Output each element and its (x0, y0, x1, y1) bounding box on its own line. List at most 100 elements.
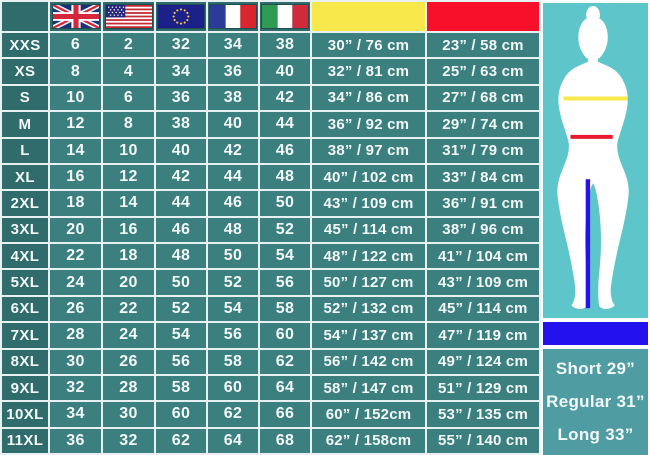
bust-value-cell: 58” / 147 cm (312, 375, 425, 401)
waist-value-cell: 41” / 104 cm (427, 244, 539, 269)
bust-value-cell: 54” / 137 cm (312, 323, 425, 348)
eu-value-cell: 60 (156, 402, 206, 427)
waist-value-cell: 47” / 119 cm (427, 323, 539, 348)
waist-value-cell: 38” / 96 cm (427, 217, 539, 242)
bust-color-header (312, 2, 425, 31)
us-value-cell: 28 (103, 375, 154, 401)
it-value-cell: 42 (260, 85, 310, 111)
neck-shape (588, 52, 598, 66)
bust-value-cell: 56” / 142 cm (312, 349, 425, 374)
waist-value-cell: 27” / 68 cm (427, 85, 539, 111)
us-value-cell: 16 (103, 217, 154, 242)
bust-value-cell: 34” / 86 cm (312, 85, 425, 111)
size-value-cell: 3XL (2, 217, 48, 242)
us-value-cell: 24 (103, 323, 154, 348)
body-shape (557, 62, 629, 309)
us-value-cell: 26 (103, 349, 154, 374)
eu-value-cell: 54 (156, 323, 206, 348)
uk-value-cell: 8 (50, 59, 101, 84)
size-value-cell: 5XL (2, 270, 48, 295)
us-column-header (103, 2, 154, 31)
it-value-cell: 38 (260, 33, 310, 58)
uk-column-header (50, 2, 101, 31)
waist-value-cell: 51” / 129 cm (427, 375, 539, 401)
eu-value-cell: 48 (156, 244, 206, 269)
uk-flag-icon (51, 4, 100, 29)
uk-value-cell: 16 (50, 164, 101, 190)
eu-value-cell: 62 (156, 428, 206, 453)
it-value-cell: 46 (260, 138, 310, 163)
uk-value-cell: 36 (50, 428, 101, 453)
bust-value-cell: 36” / 92 cm (312, 112, 425, 137)
fr-value-cell: 46 (208, 191, 258, 216)
us-value-cell: 10 (103, 138, 154, 163)
bust-value-cell: 60” / 152cm (312, 402, 425, 427)
uk-value-cell: 10 (50, 85, 101, 111)
us-value-cell: 20 (103, 270, 154, 295)
us-value-cell: 22 (103, 296, 154, 322)
size-value-cell: 9XL (2, 375, 48, 401)
us-value-cell: 32 (103, 428, 154, 453)
bust-value-cell: 38” / 97 cm (312, 138, 425, 163)
fr-value-cell: 44 (208, 164, 258, 190)
uk-value-cell: 30 (50, 349, 101, 374)
bust-line (563, 96, 628, 101)
waist-color-header (427, 2, 539, 31)
uk-value-cell: 6 (50, 33, 101, 58)
size-value-cell: L (2, 138, 48, 163)
france-flag-icon (209, 4, 257, 29)
fr-value-cell: 54 (208, 296, 258, 322)
eu-value-cell: 38 (156, 112, 206, 137)
us-value-cell: 2 (103, 33, 154, 58)
italy-flag-icon (261, 4, 309, 29)
head-shape (578, 16, 608, 63)
us-value-cell: 4 (103, 59, 154, 84)
eu-column-header (156, 2, 206, 31)
it-value-cell: 62 (260, 349, 310, 374)
eu-value-cell: 36 (156, 85, 206, 111)
waist-value-cell: 36” / 91 cm (427, 191, 539, 216)
it-value-cell: 66 (260, 402, 310, 427)
fr-value-cell: 56 (208, 323, 258, 348)
waist-value-cell: 55” / 140 cm (427, 428, 539, 453)
figure-box (543, 3, 648, 318)
waist-line (570, 134, 613, 139)
it-value-cell: 54 (260, 244, 310, 269)
size-value-cell: 2XL (2, 191, 48, 216)
fr-value-cell: 58 (208, 349, 258, 374)
size-value-cell: XS (2, 59, 48, 84)
uk-value-cell: 26 (50, 296, 101, 322)
fr-value-cell: 52 (208, 270, 258, 295)
waist-value-cell: 53” / 135 cm (427, 402, 539, 427)
it-value-cell: 58 (260, 296, 310, 322)
waist-value-cell: 45” / 114 cm (427, 296, 539, 322)
size-value-cell: 4XL (2, 244, 48, 269)
it-value-cell: 64 (260, 375, 310, 401)
it-value-cell: 44 (260, 112, 310, 137)
it-value-cell: 56 (260, 270, 310, 295)
eu-value-cell: 52 (156, 296, 206, 322)
size-value-cell: M (2, 112, 48, 137)
us-flag-icon (104, 4, 153, 29)
fr-value-cell: 40 (208, 112, 258, 137)
waist-value-cell: 49” / 124 cm (427, 349, 539, 374)
fr-value-cell: 48 (208, 217, 258, 242)
uk-value-cell: 22 (50, 244, 101, 269)
waist-value-cell: 33” / 84 cm (427, 164, 539, 190)
us-value-cell: 8 (103, 112, 154, 137)
it-value-cell: 60 (260, 323, 310, 348)
uk-value-cell: 32 (50, 375, 101, 401)
us-value-cell: 18 (103, 244, 154, 269)
eu-value-cell: 56 (156, 349, 206, 374)
eu-value-cell: 34 (156, 59, 206, 84)
uk-value-cell: 24 (50, 270, 101, 295)
eu-value-cell: 58 (156, 375, 206, 401)
inseam-legend-bar (543, 322, 648, 345)
bust-value-cell: 40” / 102 cm (312, 164, 425, 190)
fr-value-cell: 50 (208, 244, 258, 269)
measurement-panel: Short 29” Regular 31” Long 33” (541, 0, 650, 455)
uk-value-cell: 34 (50, 402, 101, 427)
uk-value-cell: 28 (50, 323, 101, 348)
waist-value-cell: 43” / 109 cm (427, 270, 539, 295)
